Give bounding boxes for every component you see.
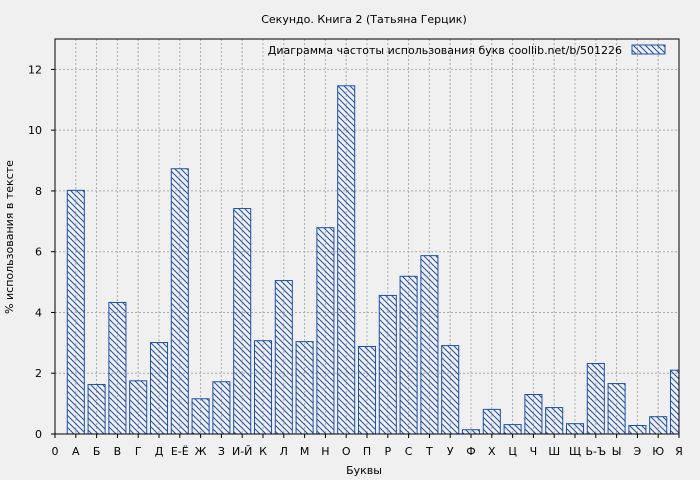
bar-Л: [274, 280, 293, 435]
x-tick-label: П: [363, 445, 371, 458]
x-tick-label: Ц: [508, 445, 517, 458]
y-axis-label: % использования в тексте: [3, 160, 16, 314]
x-tick-label: А: [72, 445, 80, 458]
x-axis-ticks: 0 А Б В Г Д Е-Ё Ж З И-Й К Л М Н О П Р С Т У Ф Х Ц Ч Ш Щ Ь-Ъ Ы Э Ю Я: [52, 434, 683, 458]
bar-З: [212, 381, 231, 435]
x-tick-label: Н: [321, 445, 329, 458]
bar-Э: [628, 424, 647, 435]
bar-Ш: [545, 407, 564, 435]
bar-В: [108, 301, 127, 435]
x-tick-label: У: [447, 445, 454, 458]
x-tick-label: Х: [488, 445, 496, 458]
x-tick-label: Ч: [530, 445, 538, 458]
bar-Я: [669, 369, 680, 435]
x-axis-label: Буквы: [346, 464, 382, 477]
x-tick-label: Л: [280, 445, 288, 458]
x-tick-label: Р: [384, 445, 391, 458]
x-tick-label: И-Й: [232, 445, 252, 458]
bar-Б: [87, 383, 106, 435]
x-tick-label: Г: [135, 445, 142, 458]
bar-Т: [420, 255, 439, 435]
x-tick-label: Ш: [548, 445, 560, 458]
x-tick-label: Е-Ё: [171, 445, 189, 458]
bar-С: [399, 275, 418, 435]
bar-У: [441, 345, 460, 435]
y-axis-ticks: 0 2 4 6 8 10 12: [28, 63, 55, 441]
x-tick-label: Б: [93, 445, 101, 458]
x-tick-label: Ю: [652, 445, 664, 458]
x-tick-label: В: [114, 445, 122, 458]
legend: Диаграмма частоты использования букв coo…: [268, 44, 666, 57]
bar-Н: [316, 227, 335, 435]
bar-Е-Ё: [170, 168, 189, 435]
bar-Г: [129, 380, 148, 435]
x-tick-label: Ь-Ъ: [585, 445, 606, 458]
bar-О: [337, 85, 356, 435]
y-tick-label: 10: [28, 124, 42, 137]
x-tick-label: С: [405, 445, 413, 458]
bar-Ю: [649, 416, 668, 435]
x-tick-label: Т: [425, 445, 433, 458]
bar-М: [295, 341, 314, 435]
y-tick-label: 4: [35, 306, 42, 319]
x-tick-label: Э: [634, 445, 642, 458]
bar-Ч: [524, 394, 543, 435]
x-tick-label: Д: [155, 445, 164, 458]
bar-Д: [149, 342, 169, 435]
bar-П: [357, 345, 377, 435]
chart-title: Секундо. Книга 2 (Татьяна Герцик): [261, 13, 467, 26]
x-tick-label: 0: [52, 445, 59, 458]
bar-Ц: [503, 424, 522, 435]
bar-Ф: [461, 429, 481, 435]
y-tick-label: 6: [35, 246, 42, 259]
x-tick-label: О: [342, 445, 351, 458]
x-tick-label: Ф: [466, 445, 475, 458]
bar-Х: [482, 408, 501, 435]
x-tick-label: Я: [675, 445, 683, 458]
bar-Ы: [607, 383, 626, 435]
x-tick-label: Ы: [612, 445, 622, 458]
x-tick-label: З: [218, 445, 225, 458]
legend-label: Диаграмма частоты использования букв coo…: [268, 44, 622, 57]
x-tick-label: К: [259, 445, 267, 458]
bar-Щ: [565, 423, 585, 435]
bar-И-Й: [233, 208, 252, 435]
bar-К: [253, 340, 273, 435]
x-tick-label: Щ: [569, 445, 581, 458]
y-tick-label: 0: [35, 428, 42, 441]
bar-А: [66, 189, 85, 435]
y-tick-label: 12: [28, 63, 42, 76]
bar-Ж: [191, 398, 210, 435]
x-tick-label: М: [300, 445, 310, 458]
y-tick-label: 2: [35, 367, 42, 380]
bar-Р: [378, 294, 397, 435]
bars: [66, 85, 680, 435]
x-tick-label: Ж: [195, 445, 207, 458]
bar-Ь-Ъ: [586, 363, 605, 435]
legend-swatch: [631, 44, 666, 55]
y-tick-label: 8: [35, 185, 42, 198]
